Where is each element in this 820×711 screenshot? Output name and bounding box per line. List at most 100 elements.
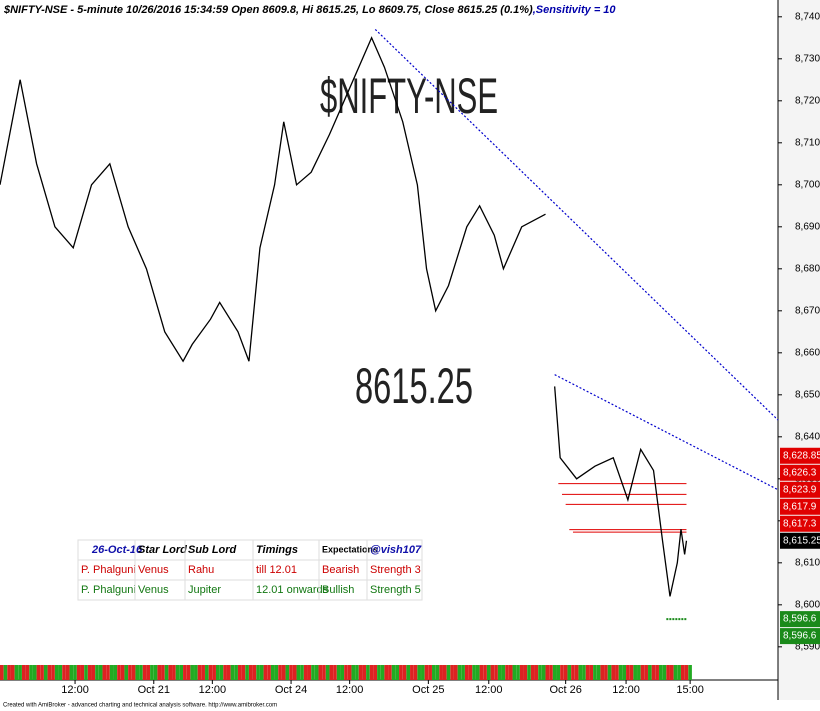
- color-strip: [234, 665, 238, 680]
- color-strip: [659, 665, 663, 680]
- y-tick-label: 8,610: [795, 557, 820, 568]
- color-strip: [424, 665, 429, 680]
- color-strip: [205, 665, 209, 680]
- color-strip: [435, 665, 440, 680]
- color-strip: [47, 665, 52, 680]
- color-strip: [208, 665, 213, 680]
- color-strip: [457, 665, 462, 680]
- color-strip: [98, 665, 103, 680]
- y-tick-label: 8,600: [795, 599, 820, 610]
- x-tick-label: 12:00: [61, 684, 89, 696]
- price-label: 8,623.9: [783, 484, 817, 495]
- color-strip: [596, 665, 601, 680]
- color-strip: [556, 665, 561, 680]
- color-strip: [29, 665, 33, 680]
- color-strip: [333, 665, 337, 680]
- color-strip: [219, 665, 224, 680]
- color-strip: [237, 665, 242, 680]
- color-strip: [325, 665, 330, 680]
- color-strip: [402, 665, 407, 680]
- color-strip: [380, 665, 385, 680]
- footer: Created with AmiBroker - advanced charti…: [3, 703, 277, 709]
- color-strip: [14, 665, 19, 680]
- color-strip: [468, 665, 473, 680]
- color-strip: [113, 665, 118, 680]
- y-tick-label: 8,730: [795, 53, 820, 64]
- color-strip: [10, 665, 15, 680]
- color-strip: [285, 665, 290, 680]
- y-tick-label: 8,640: [795, 431, 820, 442]
- color-strip: [600, 665, 605, 680]
- color-strip: [604, 665, 608, 680]
- color-strip: [461, 665, 465, 680]
- color-strip: [212, 665, 216, 680]
- color-strip: [688, 665, 692, 680]
- table-cell-text: 12.01 onwards: [256, 584, 329, 596]
- title-text: $NIFTY-NSE - 5-minute 10/26/2016 15:34:5…: [3, 4, 533, 16]
- y-tick-label: 8,680: [795, 263, 820, 274]
- table-header: Timings: [256, 544, 298, 556]
- table-header: 26-Oct-16: [91, 544, 143, 556]
- color-strip: [278, 665, 282, 680]
- color-strip: [223, 665, 227, 680]
- price-label-box: [780, 447, 820, 464]
- color-strip: [633, 665, 637, 680]
- color-strip: [241, 665, 246, 680]
- color-strip: [226, 665, 231, 680]
- color-strip: [677, 665, 681, 680]
- color-strip: [618, 665, 623, 680]
- color-strip: [530, 665, 535, 680]
- color-strip: [281, 665, 286, 680]
- color-strip: [109, 665, 114, 680]
- table-cell: [366, 579, 423, 601]
- color-strip: [161, 665, 165, 680]
- color-strip: [615, 665, 619, 680]
- color-strip: [637, 665, 641, 680]
- color-strip: [563, 665, 568, 680]
- color-strip: [640, 665, 645, 680]
- table-header: @vish107: [370, 544, 422, 556]
- y-tick-label: 8,650: [795, 389, 820, 400]
- watermark: $NIFTY-NSE: [320, 68, 498, 124]
- y-tick-label: 8,700: [795, 179, 820, 190]
- color-strip: [106, 665, 110, 680]
- table-header: Expectations: [322, 544, 378, 554]
- price-label-box: [780, 481, 820, 498]
- color-strip: [32, 665, 37, 680]
- color-strip: [21, 665, 26, 680]
- color-strip: [648, 665, 652, 680]
- color-strip: [87, 665, 92, 680]
- color-strip: [366, 665, 370, 680]
- color-strip: [622, 665, 626, 680]
- color-strip: [73, 665, 77, 680]
- color-strip: [662, 665, 667, 680]
- color-strip: [355, 665, 359, 680]
- color-strip: [443, 665, 447, 680]
- table-header: Star Lord: [138, 544, 187, 556]
- color-strip: [395, 665, 400, 680]
- color-strip: [369, 665, 374, 680]
- color-strip: [508, 665, 513, 680]
- color-strip: [135, 665, 140, 680]
- color-strip: [18, 665, 22, 680]
- color-strip: [384, 665, 389, 680]
- color-strip: [410, 665, 414, 680]
- color-strip: [58, 665, 63, 680]
- y-tick-label: 8,590: [795, 641, 820, 652]
- color-strip: [593, 665, 597, 680]
- color-strip: [358, 665, 363, 680]
- color-strip: [574, 665, 579, 680]
- color-strip: [303, 665, 308, 680]
- color-strip: [117, 665, 121, 680]
- color-strip: [216, 665, 220, 680]
- color-strip: [545, 665, 550, 680]
- color-strip: [76, 665, 81, 680]
- color-strip: [421, 665, 425, 680]
- color-strip: [497, 665, 502, 680]
- table-cell-text: P. Phalguni: [81, 584, 136, 596]
- price-label-box: [780, 628, 820, 645]
- color-strip: [314, 665, 319, 680]
- subtitle-text: ,Sensitivity = 10: [532, 4, 617, 16]
- color-strip: [201, 665, 205, 680]
- color-strip: [516, 665, 520, 680]
